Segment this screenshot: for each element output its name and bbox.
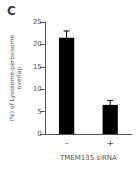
svg-text:TMEM135 siRNA: TMEM135 siRNA — [59, 154, 117, 162]
svg-text:20: 20 — [33, 40, 42, 48]
svg-text:+: + — [106, 138, 114, 148]
svg-text:25: 25 — [33, 18, 42, 26]
svg-text:5: 5 — [37, 108, 41, 116]
svg-text:15: 15 — [33, 63, 42, 71]
svg-text:10: 10 — [33, 85, 42, 93]
svg-text:overlap: overlap — [15, 67, 23, 90]
svg-text:(%) of Lysosome-peroxisome: (%) of Lysosome-peroxisome — [8, 34, 15, 122]
svg-text:0: 0 — [37, 130, 41, 138]
svg-text:-: - — [65, 138, 68, 148]
svg-text:C: C — [7, 4, 16, 18]
